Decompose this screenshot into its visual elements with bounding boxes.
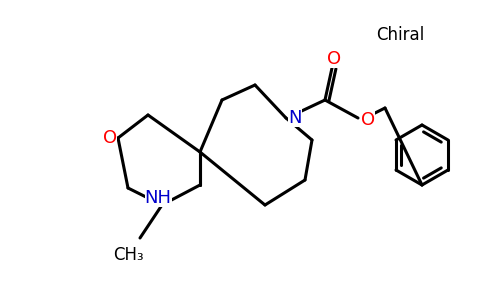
Text: N: N xyxy=(288,109,302,127)
Text: Chiral: Chiral xyxy=(376,26,424,44)
Text: O: O xyxy=(327,50,341,68)
Text: CH₃: CH₃ xyxy=(113,246,143,264)
Text: O: O xyxy=(361,111,375,129)
Text: NH: NH xyxy=(145,189,171,207)
Text: O: O xyxy=(103,129,117,147)
